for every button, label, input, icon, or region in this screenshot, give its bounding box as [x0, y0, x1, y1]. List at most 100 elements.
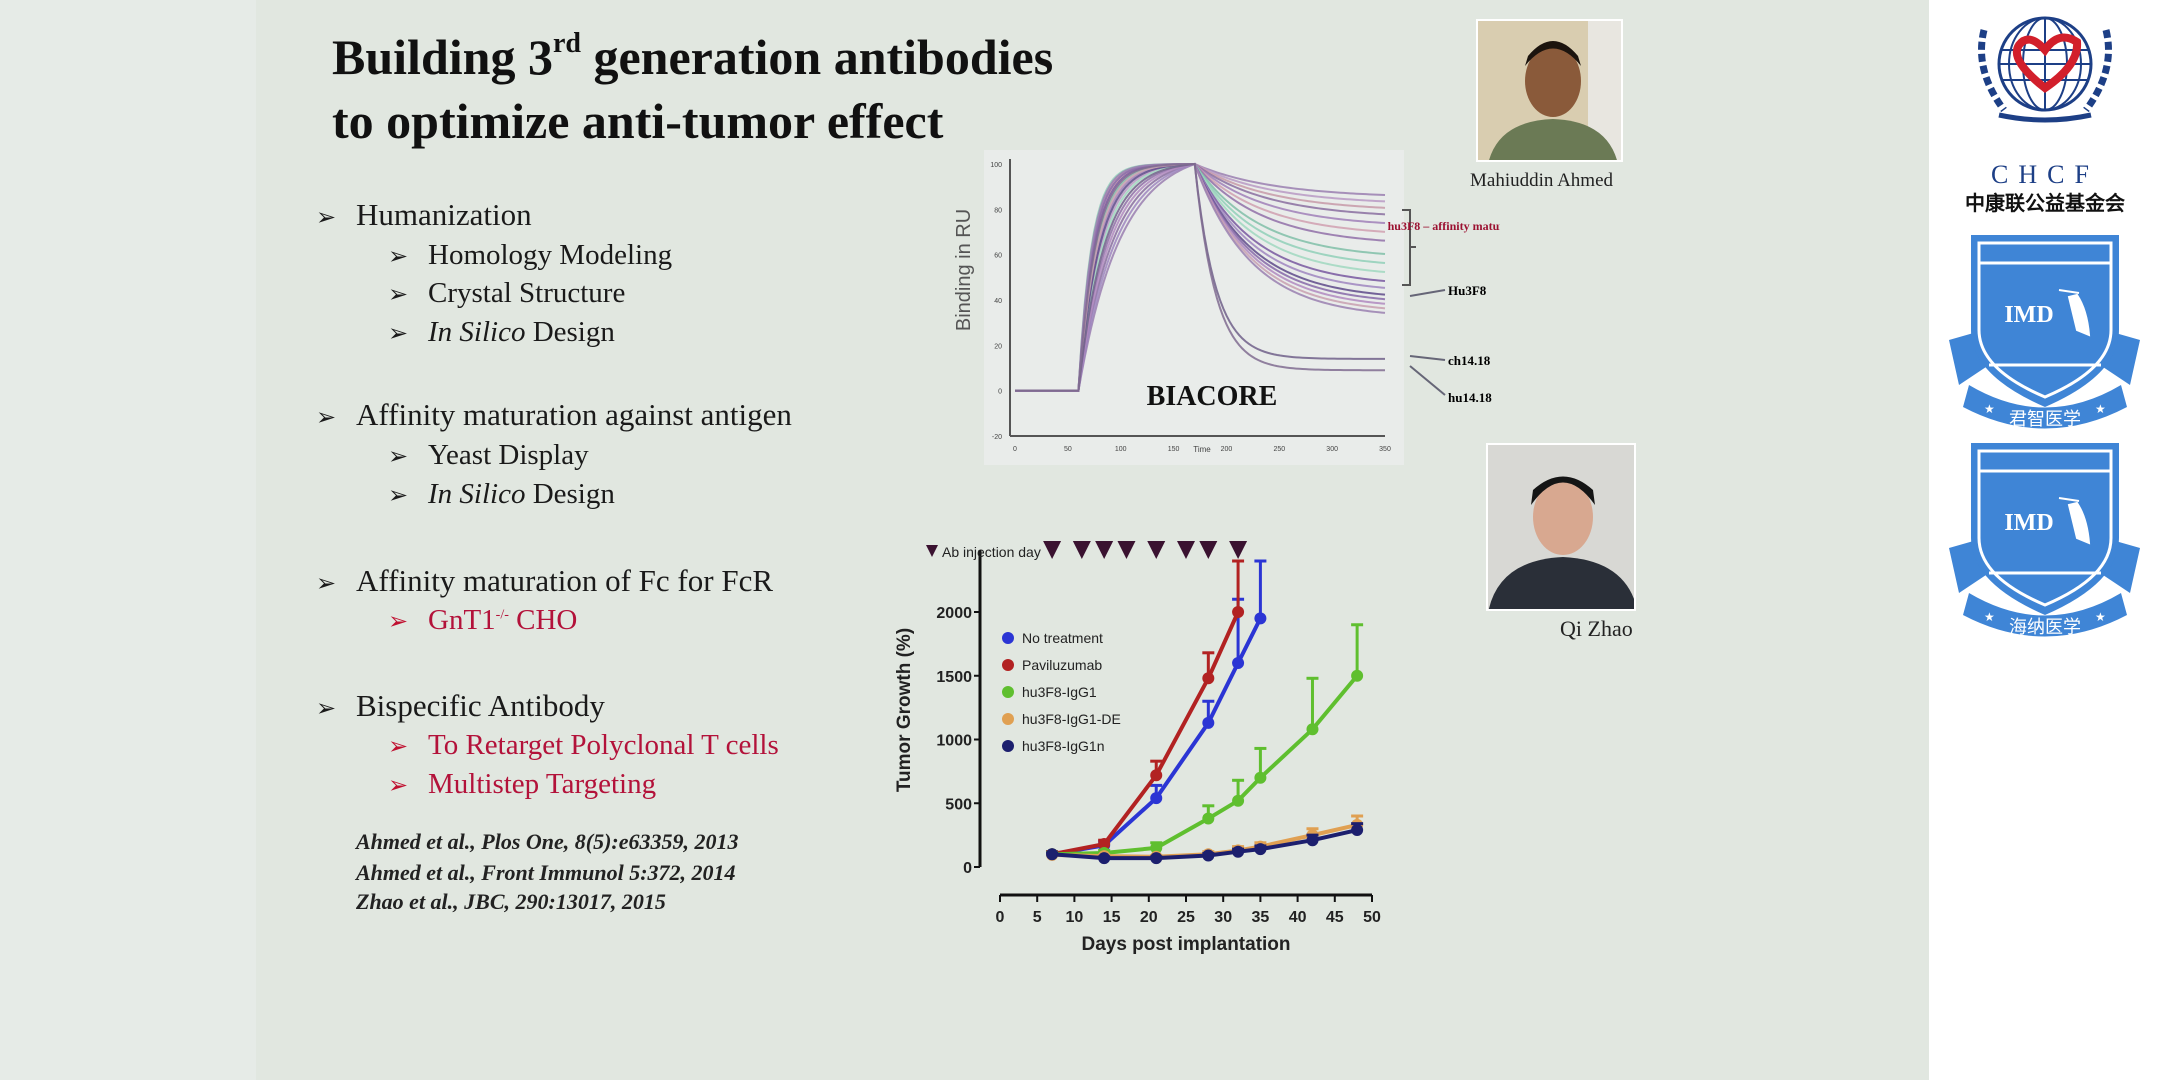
biacore-x-tick: 150	[1168, 446, 1180, 453]
sub-bullet-text: Homology Modeling	[428, 239, 673, 271]
sub-bullet-text: In Silico DesignIn Silico Design	[428, 316, 615, 348]
imd-shield-logo-2: IMD 海纳医学 ★ ★	[1949, 443, 2140, 637]
biacore-curve	[1015, 162, 1386, 392]
photo-mahiuddin-ahmed	[1476, 19, 1623, 162]
photo-qi-zhao	[1486, 443, 1636, 611]
legend-marker	[1002, 740, 1014, 752]
tumor-x-tick: 45	[1326, 909, 1344, 926]
reference-citation: Ahmed et al., Plos One, 8(5):e63359, 201…	[356, 829, 739, 854]
biacore-x-tick: 250	[1273, 446, 1285, 453]
data-point	[1098, 852, 1111, 865]
legend-label: No treatment	[1022, 630, 1103, 646]
biacore-y-label: Binding in RU	[953, 209, 975, 331]
legend-marker	[1002, 632, 1014, 644]
data-point	[1232, 845, 1245, 858]
arrow-bullet-icon: ➢	[388, 481, 409, 509]
arrow-bullet-icon: ➢	[316, 203, 337, 231]
bullet-text: Affinity maturation of Fc for FcR	[356, 563, 774, 598]
biacore-label-hu3f8: Hu3F8	[1448, 283, 1487, 298]
sub-bullet-item: ➢ In Silico DesignIn Silico Design	[388, 478, 615, 511]
bullet-item: ➢ Affinity maturation against antigen	[316, 397, 792, 433]
data-point	[1202, 716, 1215, 729]
tumor-x-tick: 0	[996, 909, 1005, 926]
biacore-curve	[1015, 162, 1386, 392]
data-point	[1202, 812, 1215, 825]
data-point	[1150, 792, 1163, 805]
data-point	[1306, 723, 1319, 736]
sub-bullet-text: GnT1-/- CHOGnT1-/- CHO	[428, 604, 578, 636]
series-line	[1051, 828, 1358, 861]
tumor-x-tick: 50	[1363, 909, 1381, 926]
injection-marker-icon	[1199, 541, 1218, 559]
slide-title-line1: Building 3rd generation antibodies	[332, 28, 1054, 85]
bullet-text: Affinity maturation against antigen	[356, 397, 792, 432]
biacore-label-ch1418: ch14.18	[1448, 353, 1491, 368]
sub-bullet-text: Yeast Display	[428, 439, 589, 471]
reference-citation: Zhao et al., JBC, 290:13017, 2015	[356, 889, 666, 914]
caption-qi-zhao: Qi Zhao	[1560, 616, 1633, 641]
chcf-globe-logo	[1978, 16, 2112, 123]
imd-chinese-name: 君智医学	[2009, 409, 2081, 429]
series-line	[1052, 674, 1359, 857]
injection-marker-icon	[1229, 541, 1248, 559]
data-point	[1202, 849, 1215, 862]
data-point	[1254, 612, 1267, 625]
person-photo-icon	[1488, 476, 1634, 609]
data-point	[1150, 852, 1163, 865]
data-point	[1254, 771, 1267, 784]
sub-bullet-item: ➢ Crystal Structure	[388, 277, 625, 310]
tumor-series-hu3f8-igg1n	[1046, 822, 1364, 865]
biacore-curve	[1015, 162, 1386, 392]
series-line	[1051, 617, 1263, 857]
sub-bullet-item: ➢ To Retarget Polyclonal T cells	[388, 729, 779, 762]
sub-bullet-item: ➢ Yeast Display	[388, 439, 589, 472]
biacore-curve	[1015, 162, 1386, 392]
biacore-bracket	[1402, 209, 1416, 286]
biacore-y-tick: 20	[994, 343, 1002, 350]
biacore-chart: -20 0 20 40 60 80 100 0 50 100 150 200 250 300 350 BIA…	[953, 150, 1500, 465]
tumor-y-label: Tumor Growth (%)	[894, 628, 915, 792]
tumor-x-label: Days post implantation	[1081, 934, 1290, 955]
biacore-x-tick: 100	[1115, 446, 1127, 453]
biacore-curve	[1015, 162, 1386, 392]
star-icon: ★	[1984, 610, 1995, 624]
biacore-curve	[1015, 162, 1386, 392]
bullet-item: ➢ Humanization	[316, 197, 532, 233]
biacore-curve	[1015, 162, 1386, 392]
biacore-curve	[1015, 162, 1386, 392]
data-point	[1306, 834, 1319, 847]
biacore-y-tick: 60	[994, 253, 1002, 260]
arrow-bullet-icon: ➢	[388, 607, 409, 635]
chcf-text: CHCF	[1991, 160, 2099, 189]
tumor-x-tick: 10	[1066, 909, 1084, 926]
biacore-y-tick: -20	[992, 434, 1002, 441]
biacore-curve	[1015, 162, 1386, 392]
tumor-x-tick: 15	[1103, 909, 1121, 926]
tumor-growth-chart: 0 500 1000 1500 2000 0 5 10 15 20 25 30 35 40 45 50 No …	[894, 541, 1381, 955]
injection-marker-icon	[1117, 541, 1136, 559]
injection-marker-icon	[926, 545, 938, 557]
bullet-text: Humanization	[356, 197, 532, 232]
biacore-title: BIACORE	[1147, 381, 1278, 412]
sub-bullet-text: In Silico DesignIn Silico Design	[428, 478, 615, 510]
biacore-x-tick: 200	[1221, 446, 1233, 453]
arrow-bullet-icon: ➢	[316, 403, 337, 431]
biacore-curve	[1015, 162, 1386, 392]
arrow-bullet-icon: ➢	[388, 319, 409, 347]
biacore-x-tick: 50	[1064, 446, 1072, 453]
chcf-chinese-name: 中康联公益基金会	[1965, 191, 2125, 215]
biacore-curve	[1015, 162, 1386, 392]
legend-label: hu3F8-IgG1-DE	[1022, 711, 1121, 727]
biacore-x-label: Time	[1193, 445, 1211, 454]
data-point	[1232, 606, 1245, 618]
tumor-x-tick: 5	[1033, 909, 1042, 926]
biacore-plot-background	[984, 150, 1404, 465]
sub-bullet-text: To Retarget Polyclonal T cells	[428, 729, 779, 761]
data-point	[1351, 669, 1364, 682]
reference-citation: Ahmed et al., Front Immunol 5:372, 2014	[356, 860, 736, 885]
biacore-annotation-affinity: hu3F8 – affinity matured IgG forms	[1388, 219, 1500, 233]
tumor-x-tick: 40	[1289, 909, 1307, 926]
injection-marker-icon	[1147, 541, 1166, 559]
injection-marker-icon	[1072, 541, 1091, 559]
data-point	[1232, 794, 1245, 807]
